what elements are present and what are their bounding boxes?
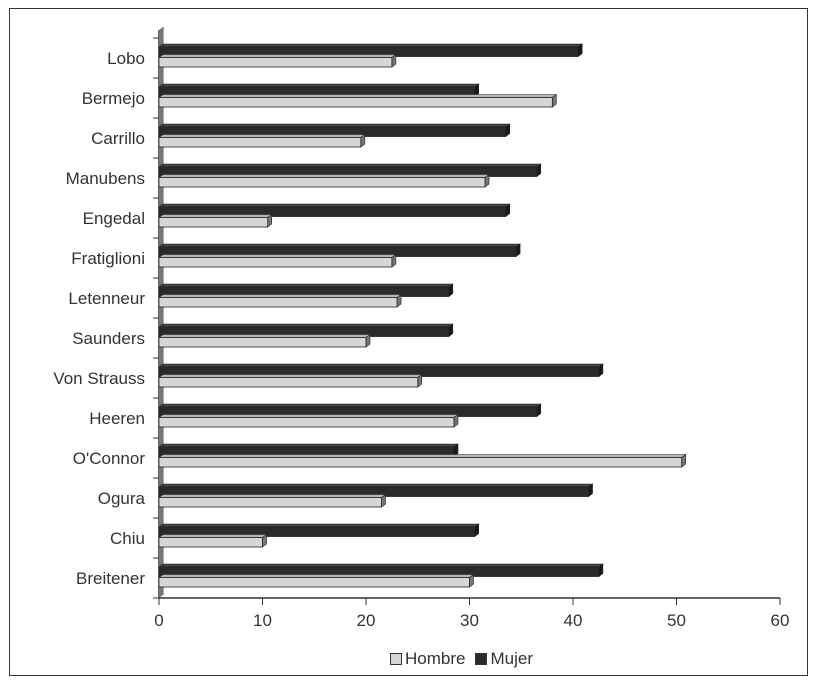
bar-hombre [158,413,459,428]
bar-hombre [158,53,397,68]
bar-front-face [158,97,553,108]
bar-hombre [158,213,273,228]
bar-hombre [158,573,475,588]
bar-top-face [158,563,604,568]
category-label: Chiu [110,529,145,548]
category-label: Engedal [83,209,145,228]
bar-top-face [158,243,521,248]
bar-top-face [158,43,584,48]
category-label: Fratiglioni [71,249,145,268]
category-label: Heeren [89,409,145,428]
bar-front-face [158,57,393,68]
legend-label-hombre: Hombre [405,649,466,668]
bar-mujer [158,323,454,338]
bar-top-face [158,443,459,448]
bar-front-face [158,526,476,537]
bar-hombre [158,293,402,308]
bar-top-face [158,574,475,578]
bar-top-face [158,83,480,88]
category-label: Breitener [76,569,145,588]
bar-top-face [158,414,459,418]
bar-top-face [158,403,542,408]
bar-top-face [158,163,542,168]
bar-front-face [158,297,398,308]
bar-front-face [158,206,507,217]
bar-mujer [158,523,480,538]
category-label: Bermejo [82,89,145,108]
bar-hombre [158,373,423,388]
x-tick-labels: 0 10 20 30 40 50 60 [154,611,789,630]
bar-hombre [158,93,558,108]
category-label: Carrillo [91,129,145,148]
y-axis-wall [159,27,163,598]
bar-mujer [158,203,511,218]
category-label: Lobo [107,49,145,68]
bar-top-face [158,203,511,208]
bar-hombre [158,333,371,348]
bar-hombre [158,173,490,188]
category-label: Manubens [66,169,145,188]
category-label: O'Connor [73,449,146,468]
bar-mujer [158,163,542,178]
bar-top-face [158,494,387,498]
bar-hombre [158,253,397,268]
bar-top-face [158,323,454,328]
bar-front-face [158,577,470,588]
x-tick-label: 60 [771,611,790,630]
category-label: Saunders [72,329,145,348]
bar-front-face [158,417,455,428]
x-tick-label: 50 [667,611,686,630]
bar-front-face [158,137,362,148]
bar-mujer [158,43,584,58]
x-tick-label: 20 [357,611,376,630]
bar-hombre [158,133,366,148]
bar-front-face [158,457,683,468]
bar-front-face [158,217,269,228]
bar-top-face [158,134,366,138]
bar-top-face [158,174,490,178]
bar-top-face [158,294,402,298]
category-label: Von Strauss [53,369,145,388]
legend-swatch-mujer [475,653,488,665]
bar-mujer [158,283,454,298]
bar-hombre [158,493,387,508]
bar-top-face [158,363,604,368]
x-tick-label: 40 [564,611,583,630]
x-tick-label: 0 [154,611,163,630]
bar-top-face [158,123,511,128]
bar-mujer [158,243,521,258]
bar-front-face [158,377,419,388]
bar-top-face [158,374,423,378]
bar-top-face [158,334,371,338]
chart-bars [158,43,687,588]
bar-hombre [158,453,687,468]
category-labels: Lobo Bermejo Carrillo Manubens Engedal Fratig… [53,49,145,588]
x-tick-label: 10 [253,611,272,630]
bar-top-face [158,54,397,58]
bar-top-face [158,254,397,258]
bar-top-face [158,94,558,98]
category-label: Ogura [98,489,146,508]
bar-front-face [158,497,382,508]
bar-top-face [158,214,273,218]
chart-axes [153,27,781,605]
bar-front-face [158,537,263,548]
chart-legend: Hombre Mujer [390,648,533,670]
legend-item-mujer: Mujer [475,649,533,669]
legend-swatch-hombre [390,653,402,665]
legend-label-mujer: Mujer [490,649,533,668]
legend-item-hombre: Hombre [390,649,465,669]
x-tick-label: 30 [460,611,479,630]
bar-top-face [158,283,454,288]
bar-front-face [158,177,486,188]
bar-hombre [158,533,268,548]
bar-top-face [158,454,687,458]
bar-top-face [158,534,268,538]
bar-top-face [158,523,480,528]
bar-top-face [158,483,594,488]
category-label: Letenneur [68,289,145,308]
bar-front-face [158,337,367,348]
bar-front-face [158,257,393,268]
